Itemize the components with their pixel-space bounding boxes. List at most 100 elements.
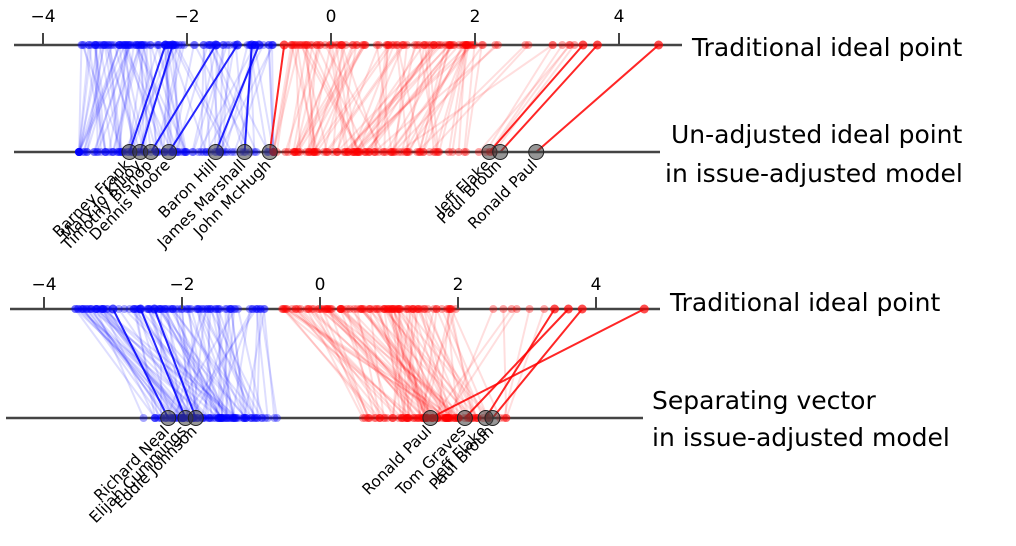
top-lower-dot [344, 148, 353, 156]
bot-upper-dot [379, 305, 388, 313]
top-connecting-line [422, 44, 450, 153]
bot-lower-dot [214, 414, 223, 422]
top-connecting-line [434, 44, 467, 153]
bot-connecting-line [103, 308, 183, 419]
bot-connecting-line [391, 308, 446, 419]
top-upper-dot [419, 41, 428, 49]
bot-lower-dot [399, 414, 408, 422]
bot-lower-dot [403, 414, 412, 422]
bot-upper-dot [183, 305, 192, 313]
top-lower-dot [89, 148, 98, 156]
bot-lower-dot [441, 414, 450, 422]
bot-upper-dot [389, 305, 398, 313]
top-upper-dot [123, 41, 132, 49]
top-lower-dot [311, 148, 320, 156]
top-upper-dot [107, 41, 116, 49]
top-connecting-line [404, 44, 465, 153]
bot-lower-dot [404, 414, 413, 422]
top-highlighted-upper-dot [578, 40, 588, 50]
top-highlighted-line [214, 44, 260, 153]
bot-connecting-line [229, 308, 248, 419]
bot-lower-dot [409, 414, 418, 422]
top-lower-dot [93, 148, 102, 156]
top-upper-dot [99, 41, 108, 49]
bot-upper-dot [353, 305, 362, 313]
top-connecting-line [301, 44, 329, 153]
top-connecting-line [234, 44, 247, 153]
top-connecting-line [336, 44, 358, 153]
bot-connecting-line [188, 308, 200, 419]
top-lower-dot [413, 148, 422, 156]
bot-lower-dot [253, 414, 262, 422]
bot-upper-dot [197, 305, 206, 313]
top-lower-dot [389, 148, 398, 156]
top-upper-dot [493, 41, 502, 49]
bot-upper-dot [125, 305, 134, 313]
top-upper-dot [372, 41, 381, 49]
top-connecting-line [212, 44, 270, 153]
top-lower-dot [108, 148, 117, 156]
bot-connecting-line [186, 308, 211, 419]
top-lower-dot [374, 148, 383, 156]
bot-highlighted-upper-dot [149, 304, 159, 314]
top-upper-dot [138, 41, 147, 49]
top-connecting-line [418, 44, 447, 153]
top-upper-dot [222, 41, 231, 49]
bot-upper-dot [161, 305, 170, 313]
bot-lower-dot [240, 414, 249, 422]
bot-upper-dot [291, 305, 300, 313]
bot-upper-dot [245, 305, 254, 313]
top-highlighted-upper-dot [211, 40, 221, 50]
top-upper-dot [114, 41, 123, 49]
bot-connecting-line [284, 308, 377, 419]
bot-tick-label: 0 [315, 275, 326, 295]
top-upper-dot [84, 41, 93, 49]
bot-connecting-line [391, 308, 460, 419]
top-lower-dot [361, 148, 370, 156]
bot-lower-dot [358, 414, 367, 422]
top-upper-dot [95, 41, 104, 49]
top-connecting-line [322, 44, 355, 153]
bot-connecting-line [369, 308, 385, 419]
bot-upper-dot [345, 305, 354, 313]
bot-connecting-line [283, 308, 449, 419]
top-connecting-line [489, 44, 564, 153]
bot-connecting-line [85, 308, 180, 419]
top-connecting-line [117, 44, 135, 153]
top-connecting-line [164, 44, 172, 153]
top-connecting-line [112, 44, 143, 153]
bot-connecting-line [90, 308, 167, 419]
top-connecting-line [390, 44, 473, 153]
bot-connecting-line [376, 308, 415, 419]
top-upper-dot [315, 41, 324, 49]
bot-connecting-line [185, 308, 236, 419]
top-connecting-line [310, 44, 347, 153]
top-lower-dot [431, 148, 440, 156]
top-upper-dot [398, 41, 407, 49]
top-upper-dot [430, 41, 439, 49]
bot-lower-dot [270, 414, 279, 422]
top-upper-dot [116, 41, 125, 49]
bot-connecting-line [291, 308, 400, 419]
bot-highlighted-line [464, 308, 570, 419]
top-highlighted-upper-dot [160, 40, 170, 50]
bot-connecting-line [412, 308, 430, 419]
top-lower-dot [310, 148, 319, 156]
bot-connecting-line [101, 308, 156, 419]
top-upper-dot [103, 41, 112, 49]
top-highlighted-lower-dot [143, 144, 159, 160]
top-upper-dot [189, 41, 198, 49]
top-highlighted-line [150, 44, 217, 153]
top-upper-dot [353, 41, 362, 49]
top-upper-dot [312, 41, 321, 49]
top-lower-dot [294, 148, 303, 156]
bot-connecting-line [191, 308, 207, 419]
bot-connecting-line [389, 308, 423, 419]
top-connecting-line [122, 44, 166, 153]
bot-connecting-line [422, 308, 452, 419]
bot-upper-dot [93, 305, 102, 313]
bottom-tick-marks: −4 −2 0 2 4 [31, 275, 601, 309]
top-upper-dot [491, 41, 500, 49]
top-upper-dot [570, 41, 579, 49]
top-lower-dot [360, 148, 369, 156]
